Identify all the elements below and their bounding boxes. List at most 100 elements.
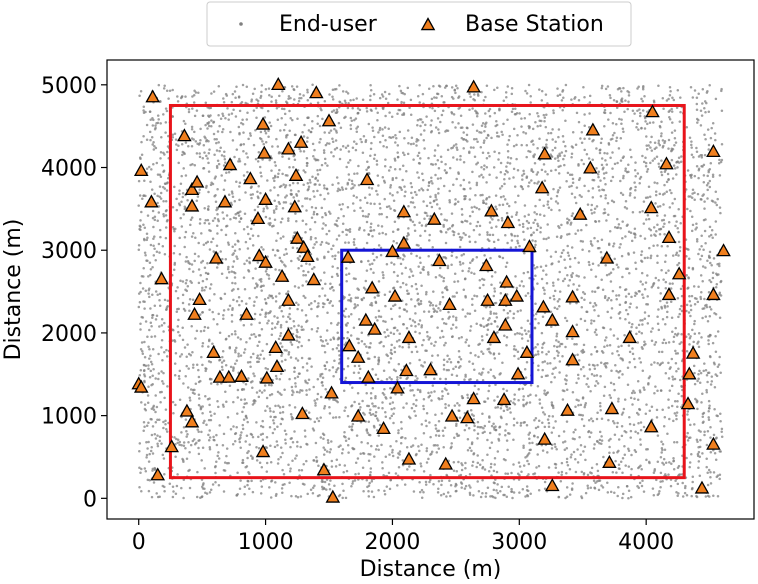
end-user-point	[649, 254, 653, 258]
end-user-point	[276, 462, 280, 465]
end-user-point	[392, 199, 396, 202]
end-user-point	[432, 290, 435, 293]
end-user-point	[376, 444, 379, 448]
end-user-point	[143, 238, 146, 242]
end-user-point	[272, 224, 275, 228]
end-user-point	[439, 300, 442, 304]
end-user-point	[466, 393, 469, 397]
end-user-point	[175, 310, 179, 313]
end-user-point	[706, 371, 710, 375]
end-user-point	[615, 297, 618, 301]
end-user-point	[280, 417, 284, 420]
end-user-point	[520, 333, 524, 336]
end-user-point	[512, 438, 515, 441]
end-user-point	[391, 178, 394, 182]
end-user-point	[621, 357, 624, 361]
end-user-point	[406, 232, 410, 235]
end-user-point	[613, 257, 616, 261]
end-user-point	[222, 217, 225, 220]
end-user-point	[524, 495, 527, 498]
end-user-point	[171, 135, 175, 139]
end-user-point	[138, 300, 142, 304]
end-user-point	[514, 201, 517, 204]
end-user-point	[480, 173, 483, 177]
end-user-point	[208, 403, 211, 407]
end-user-point	[283, 368, 287, 372]
end-user-point	[264, 88, 268, 91]
end-user-point	[331, 183, 334, 186]
end-user-point	[202, 243, 206, 246]
end-user-point	[428, 336, 432, 339]
end-user-point	[556, 87, 559, 90]
end-user-point	[677, 367, 680, 370]
end-user-point	[146, 478, 150, 482]
end-user-point	[457, 122, 460, 125]
end-user-point	[276, 322, 279, 326]
end-user-point	[538, 213, 542, 216]
end-user-point	[622, 407, 626, 411]
end-user-point	[492, 481, 496, 484]
end-user-point	[488, 115, 492, 118]
end-user-point	[374, 448, 378, 451]
end-user-point	[423, 147, 426, 150]
end-user-point	[617, 266, 620, 269]
end-user-point	[626, 107, 629, 111]
end-user-point	[558, 305, 561, 308]
end-user-point	[634, 291, 637, 294]
end-user-point	[201, 279, 205, 283]
end-user-point	[163, 84, 166, 87]
end-user-point	[700, 156, 704, 159]
end-user-point	[505, 423, 508, 426]
end-user-point	[353, 209, 356, 212]
end-user-point	[296, 345, 300, 349]
end-user-point	[258, 321, 261, 325]
end-user-point	[641, 347, 644, 351]
end-user-point	[145, 456, 148, 459]
end-user-point	[248, 296, 251, 300]
end-user-point	[165, 427, 168, 431]
end-user-point	[393, 350, 397, 354]
end-user-point	[719, 160, 723, 164]
end-user-point	[662, 203, 665, 206]
end-user-point	[398, 338, 401, 342]
end-user-point	[333, 484, 336, 487]
end-user-point	[343, 99, 347, 103]
end-user-point	[152, 244, 155, 248]
end-user-point	[570, 98, 573, 101]
end-user-point	[638, 210, 642, 214]
end-user-point	[159, 191, 163, 195]
end-user-point	[138, 450, 141, 453]
end-user-point	[505, 96, 508, 99]
end-user-point	[593, 345, 597, 349]
end-user-point	[220, 272, 224, 275]
end-user-point	[274, 164, 277, 167]
end-user-point	[241, 410, 244, 414]
end-user-point	[677, 261, 681, 265]
end-user-point	[364, 279, 368, 283]
end-user-point	[574, 232, 577, 236]
end-user-point	[617, 147, 621, 150]
end-user-point	[509, 399, 512, 403]
end-user-point	[232, 108, 235, 112]
end-user-point	[414, 324, 417, 328]
end-user-point	[543, 360, 547, 363]
end-user-point	[356, 287, 359, 290]
end-user-point	[306, 88, 309, 92]
end-user-point	[445, 388, 448, 392]
end-user-point	[183, 236, 187, 239]
end-user-point	[450, 112, 454, 115]
end-user-point	[669, 366, 672, 369]
end-user-point	[279, 372, 283, 376]
end-user-point	[481, 352, 485, 355]
end-user-point	[361, 209, 364, 213]
end-user-point	[392, 304, 395, 308]
end-user-point	[635, 126, 638, 129]
end-user-point	[151, 425, 155, 428]
end-user-point	[142, 105, 146, 109]
end-user-point	[667, 147, 670, 150]
end-user-point	[506, 408, 509, 412]
end-user-point	[267, 277, 271, 280]
end-user-point	[512, 167, 516, 171]
end-user-point	[353, 237, 356, 241]
end-user-point	[390, 377, 393, 381]
